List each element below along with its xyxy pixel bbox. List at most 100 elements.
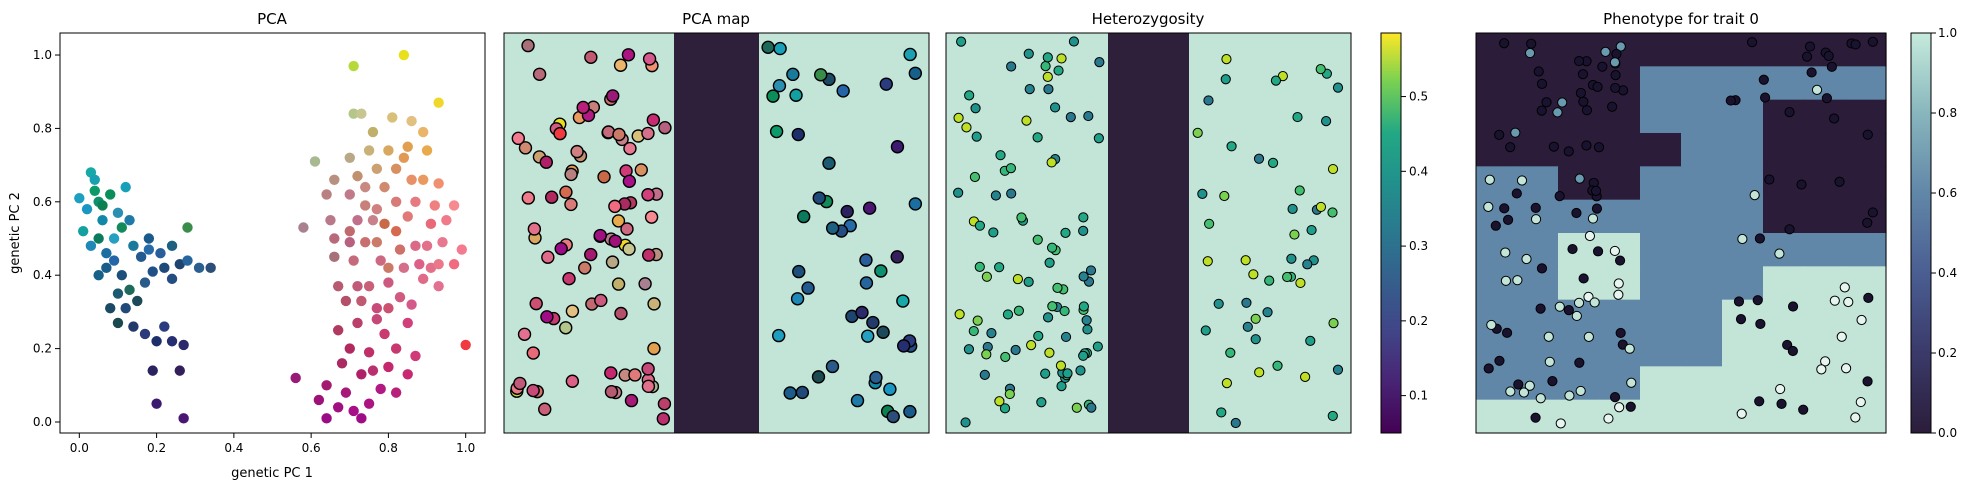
heatmap-cell [1476, 66, 1518, 101]
pca-map-point [604, 366, 618, 380]
pca-map-point [553, 126, 567, 141]
phenotype-point [1483, 363, 1494, 374]
phenotype-point [1607, 101, 1618, 112]
phenotype-point [1530, 214, 1542, 225]
heatmap-cell [1763, 333, 1805, 367]
heterozygosity-point [1267, 157, 1279, 168]
phenotype-point [1755, 318, 1766, 330]
heatmap-cell [1681, 333, 1723, 367]
pca-map-point [624, 393, 639, 408]
heterozygosity-point [1306, 224, 1317, 236]
heterozygosity-points [953, 36, 1344, 429]
phenotype-point [1502, 214, 1514, 225]
pca-point [321, 380, 332, 391]
heatmap-cell [1722, 366, 1764, 401]
pca-point [332, 281, 344, 292]
pca-point [182, 255, 193, 266]
heatmap-cell [1845, 333, 1887, 367]
heatmap-cell [1681, 399, 1723, 434]
heterozygosity-point [1226, 141, 1237, 152]
phenotype-point [1850, 412, 1861, 423]
pca-point [433, 97, 444, 108]
heatmap-cell [1476, 166, 1518, 201]
heterozygosity-point [1200, 325, 1211, 336]
heterozygosity-point [1078, 225, 1089, 236]
pca-point [410, 240, 421, 252]
heterozygosity-point [1053, 65, 1064, 76]
pca-point [101, 262, 112, 274]
heterozygosity-point [1006, 61, 1017, 72]
pca-point [151, 336, 162, 347]
heterozygosity-point [1286, 253, 1297, 264]
pca-point [383, 277, 394, 288]
pca-point [383, 145, 394, 156]
heterozygosity-point [1203, 95, 1214, 106]
pca-point [124, 214, 135, 226]
heterozygosity-point [1328, 318, 1339, 329]
pca-map-point [541, 250, 555, 264]
phenotype-colorbar [1910, 32, 1932, 434]
heatmap-cell [1804, 133, 1846, 167]
pca-point [178, 413, 189, 424]
phenotype-point [1614, 402, 1625, 413]
pca-point [425, 262, 437, 274]
pca-point [309, 156, 321, 167]
pca-point [398, 49, 410, 61]
pca-point [390, 343, 402, 354]
colorbar-tick-label: 0.2 [1938, 346, 1957, 360]
phenotype-point [1574, 357, 1585, 368]
heatmap-cell [1681, 166, 1723, 201]
pca-point [387, 112, 398, 123]
heterozygosity-point [1006, 188, 1017, 199]
heatmap-cell [1763, 266, 1805, 301]
phenotype-point [1856, 314, 1867, 326]
pca-point [406, 174, 417, 185]
pca-point [433, 258, 444, 270]
pca-map-point [638, 277, 652, 291]
heterozygosity-point [1026, 340, 1037, 351]
heatmap-cell [1722, 66, 1764, 101]
pca-point [174, 258, 185, 270]
pca-map-point [641, 188, 655, 202]
heterozygosity-point [1221, 378, 1232, 389]
heatmap-cell [1640, 166, 1682, 201]
heterozygosity-point [1300, 371, 1311, 382]
pca-map-point [890, 250, 904, 264]
pca-point [93, 233, 104, 244]
phenotype-point [1518, 387, 1530, 398]
pca-map-point [517, 327, 532, 342]
heterozygosity-point [1078, 350, 1089, 361]
phenotype-point [1548, 141, 1559, 152]
pca-point [371, 203, 383, 215]
pca-map-point [772, 328, 786, 343]
heatmap-cell [1517, 33, 1559, 67]
pca-x-tick-label: 1.0 [456, 441, 475, 455]
heatmap-cell [1640, 366, 1682, 401]
pca-x-tick-label: 0.0 [70, 441, 89, 455]
pca-points [74, 49, 471, 424]
pca-point [147, 365, 158, 376]
heatmap-cell [1681, 33, 1723, 67]
pca-point [360, 181, 371, 193]
heterozygosity-point [1032, 234, 1043, 245]
heatmap-cell [1722, 199, 1764, 234]
pca-map-point [796, 209, 811, 224]
phenotype-point [1581, 105, 1593, 116]
phenotype-point [1787, 345, 1798, 357]
pca-map-point [908, 197, 923, 211]
heatmap-cell [1804, 199, 1846, 234]
phenotype-point [1511, 188, 1522, 199]
heterozygosity-point [1081, 315, 1092, 326]
heatmap-cell [1681, 99, 1723, 134]
pca-map-point [513, 376, 527, 391]
pca-map-point [526, 383, 540, 398]
pca-map-point [628, 368, 642, 382]
pca-map-point [621, 48, 636, 62]
pca-map-point [608, 199, 622, 214]
heterozygosity-point [1192, 127, 1203, 138]
heterozygosity-point [953, 112, 964, 123]
pca-point [329, 174, 340, 185]
heterozygosity-point [953, 187, 964, 198]
phenotype-point [1573, 55, 1585, 67]
phenotype-point [1752, 295, 1763, 306]
